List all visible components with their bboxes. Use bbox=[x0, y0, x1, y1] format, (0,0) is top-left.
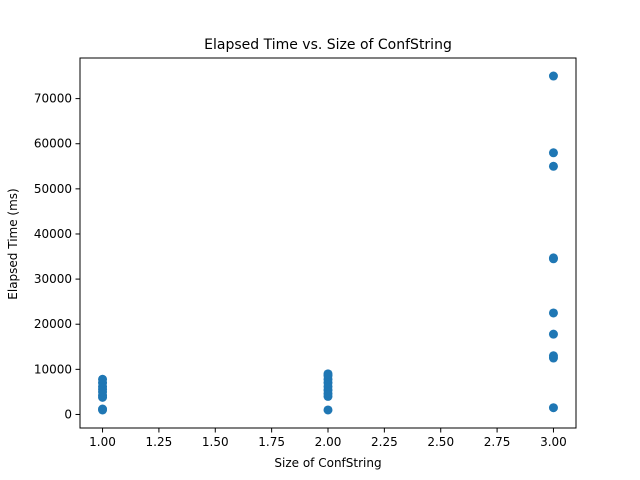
plot-frame bbox=[79, 57, 577, 429]
x-tick-label: 1.25 bbox=[146, 435, 173, 449]
x-axis-label: Size of ConfString bbox=[274, 456, 381, 470]
x-tick-label: 1.75 bbox=[258, 435, 285, 449]
y-tick-label: 60000 bbox=[34, 137, 72, 151]
y-tick-label: 40000 bbox=[34, 227, 72, 241]
data-point bbox=[548, 253, 558, 263]
data-point bbox=[323, 405, 333, 415]
data-point bbox=[98, 374, 108, 384]
chart-title: Elapsed Time vs. Size of ConfString bbox=[204, 37, 452, 53]
x-tick-label: 2.75 bbox=[484, 435, 511, 449]
data-point bbox=[323, 369, 333, 379]
data-point bbox=[98, 404, 108, 414]
data-point bbox=[548, 71, 558, 81]
x-tick-label: 2.50 bbox=[427, 435, 454, 449]
data-point bbox=[548, 351, 558, 361]
data-point bbox=[548, 161, 558, 171]
data-point bbox=[548, 308, 558, 318]
data-point bbox=[548, 148, 558, 158]
x-tick-label: 1.00 bbox=[89, 435, 116, 449]
x-tick-label: 2.00 bbox=[315, 435, 342, 449]
data-point bbox=[548, 403, 558, 413]
x-axis-ticks: 1.00 1.25 1.50 1.75 2.00 2.25 2.50 2.75 3.00 bbox=[89, 428, 567, 449]
y-tick-label: 0 bbox=[64, 407, 72, 421]
y-tick-label: 10000 bbox=[34, 362, 72, 376]
x-tick-label: 1.50 bbox=[202, 435, 229, 449]
y-tick-label: 20000 bbox=[34, 317, 72, 331]
y-axis-ticks: 0 10000 20000 30000 40000 50000 60000 70000 bbox=[34, 92, 80, 421]
y-tick-label: 30000 bbox=[34, 272, 72, 286]
data-points bbox=[98, 71, 558, 415]
y-axis-label: Elapsed Time (ms) bbox=[6, 188, 20, 299]
x-tick-label: 3.00 bbox=[540, 435, 567, 449]
data-point bbox=[548, 329, 558, 339]
y-tick-label: 50000 bbox=[34, 182, 72, 196]
y-tick-label: 70000 bbox=[34, 92, 72, 106]
x-tick-label: 2.25 bbox=[371, 435, 398, 449]
